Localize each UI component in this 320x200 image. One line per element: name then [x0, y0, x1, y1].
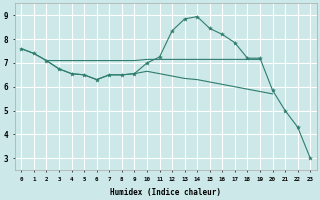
X-axis label: Humidex (Indice chaleur): Humidex (Indice chaleur): [110, 188, 221, 197]
